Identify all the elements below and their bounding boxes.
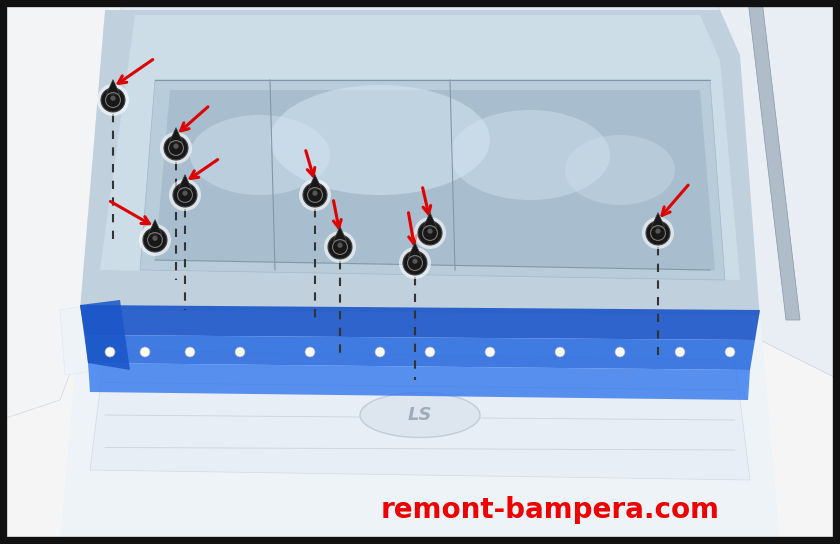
Circle shape — [235, 347, 245, 357]
Circle shape — [173, 183, 197, 207]
Polygon shape — [710, 0, 840, 380]
Circle shape — [428, 228, 433, 234]
Polygon shape — [100, 15, 740, 280]
Polygon shape — [149, 220, 161, 234]
Polygon shape — [80, 305, 760, 340]
Circle shape — [173, 144, 179, 149]
Circle shape — [399, 247, 431, 279]
Polygon shape — [333, 227, 347, 241]
Circle shape — [412, 258, 417, 264]
Circle shape — [97, 84, 129, 116]
Circle shape — [615, 347, 625, 357]
Circle shape — [164, 136, 188, 160]
Text: LS: LS — [407, 406, 433, 424]
Circle shape — [140, 347, 150, 357]
Circle shape — [182, 190, 187, 196]
Ellipse shape — [565, 135, 675, 205]
Circle shape — [642, 217, 674, 249]
Circle shape — [185, 347, 195, 357]
Circle shape — [324, 231, 356, 263]
Circle shape — [328, 235, 352, 259]
Polygon shape — [423, 213, 437, 227]
Circle shape — [299, 179, 331, 211]
Circle shape — [485, 347, 495, 357]
Polygon shape — [85, 335, 755, 370]
Polygon shape — [60, 305, 100, 375]
Polygon shape — [0, 0, 130, 420]
Polygon shape — [170, 128, 182, 142]
Circle shape — [655, 228, 660, 234]
Circle shape — [403, 251, 427, 275]
Circle shape — [312, 190, 318, 196]
Polygon shape — [60, 310, 780, 544]
Polygon shape — [80, 300, 130, 370]
Circle shape — [646, 221, 670, 245]
Text: remont-bampera.com: remont-bampera.com — [381, 496, 720, 524]
Circle shape — [139, 224, 171, 256]
Circle shape — [338, 243, 343, 248]
Polygon shape — [88, 363, 750, 400]
Polygon shape — [90, 350, 750, 480]
Circle shape — [105, 347, 115, 357]
Polygon shape — [0, 0, 840, 200]
Circle shape — [418, 221, 442, 245]
Ellipse shape — [270, 85, 490, 195]
Circle shape — [110, 96, 116, 101]
Circle shape — [555, 347, 565, 357]
Circle shape — [675, 347, 685, 357]
Circle shape — [375, 347, 385, 357]
Circle shape — [725, 347, 735, 357]
Ellipse shape — [450, 110, 610, 200]
Circle shape — [303, 183, 327, 207]
Ellipse shape — [190, 115, 330, 195]
Polygon shape — [80, 10, 760, 320]
Polygon shape — [748, 0, 800, 320]
Polygon shape — [155, 90, 715, 270]
Polygon shape — [308, 175, 322, 189]
Polygon shape — [140, 80, 725, 280]
Circle shape — [305, 347, 315, 357]
Polygon shape — [408, 243, 422, 257]
Polygon shape — [107, 79, 119, 94]
Polygon shape — [651, 213, 664, 227]
Circle shape — [152, 236, 158, 241]
Circle shape — [143, 228, 167, 252]
Circle shape — [425, 347, 435, 357]
Polygon shape — [178, 175, 192, 189]
Circle shape — [169, 179, 201, 211]
Circle shape — [414, 217, 446, 249]
Circle shape — [160, 132, 192, 164]
Ellipse shape — [360, 393, 480, 437]
Circle shape — [101, 88, 125, 112]
